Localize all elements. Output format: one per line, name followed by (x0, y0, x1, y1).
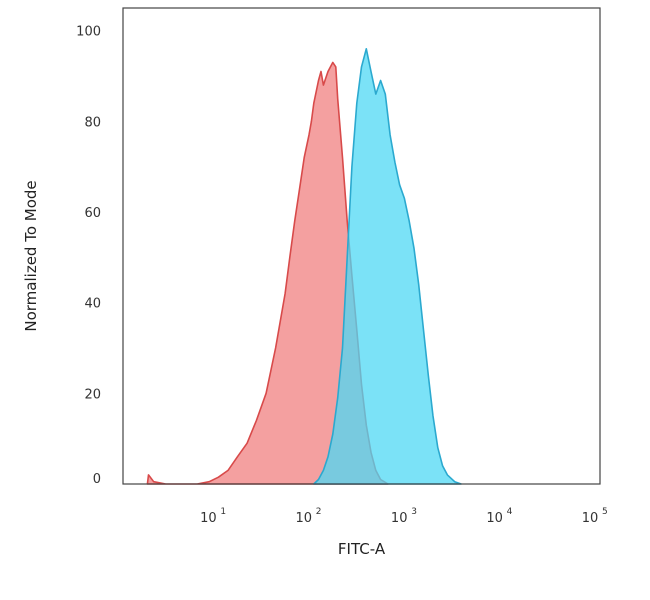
x-tick-exponent: 5 (602, 507, 608, 517)
x-tick-exponent: 1 (220, 507, 226, 517)
x-tick-exponent: 4 (507, 507, 513, 517)
y-tick-label: 40 (84, 297, 101, 312)
x-tick-label: 10 (391, 511, 408, 526)
x-tick-label: 10 (582, 511, 599, 526)
x-axis-label: FITC-A (338, 540, 386, 558)
y-tick-label: 80 (84, 115, 101, 130)
plot-layer (146, 48, 462, 485)
y-axis-ticks: 0 20 40 60 80 100 (76, 25, 101, 487)
y-tick-label: 0 (93, 472, 101, 487)
x-tick-exponent: 2 (316, 507, 322, 517)
x-axis-ticks: 10 1 10 2 10 3 10 4 10 5 (200, 507, 608, 526)
x-tick-label: 10 (486, 511, 503, 526)
plot-frame (122, 7, 601, 485)
x-tick-label: 10 (200, 511, 217, 526)
x-tick-exponent: 3 (411, 507, 417, 517)
y-tick-label: 60 (84, 206, 101, 221)
y-tick-label: 20 (84, 387, 101, 402)
x-tick-label: 10 (296, 511, 313, 526)
histogram-series-2 (313, 48, 462, 485)
y-axis-label: Normalized To Mode (22, 180, 40, 331)
y-tick-label: 100 (76, 25, 101, 40)
